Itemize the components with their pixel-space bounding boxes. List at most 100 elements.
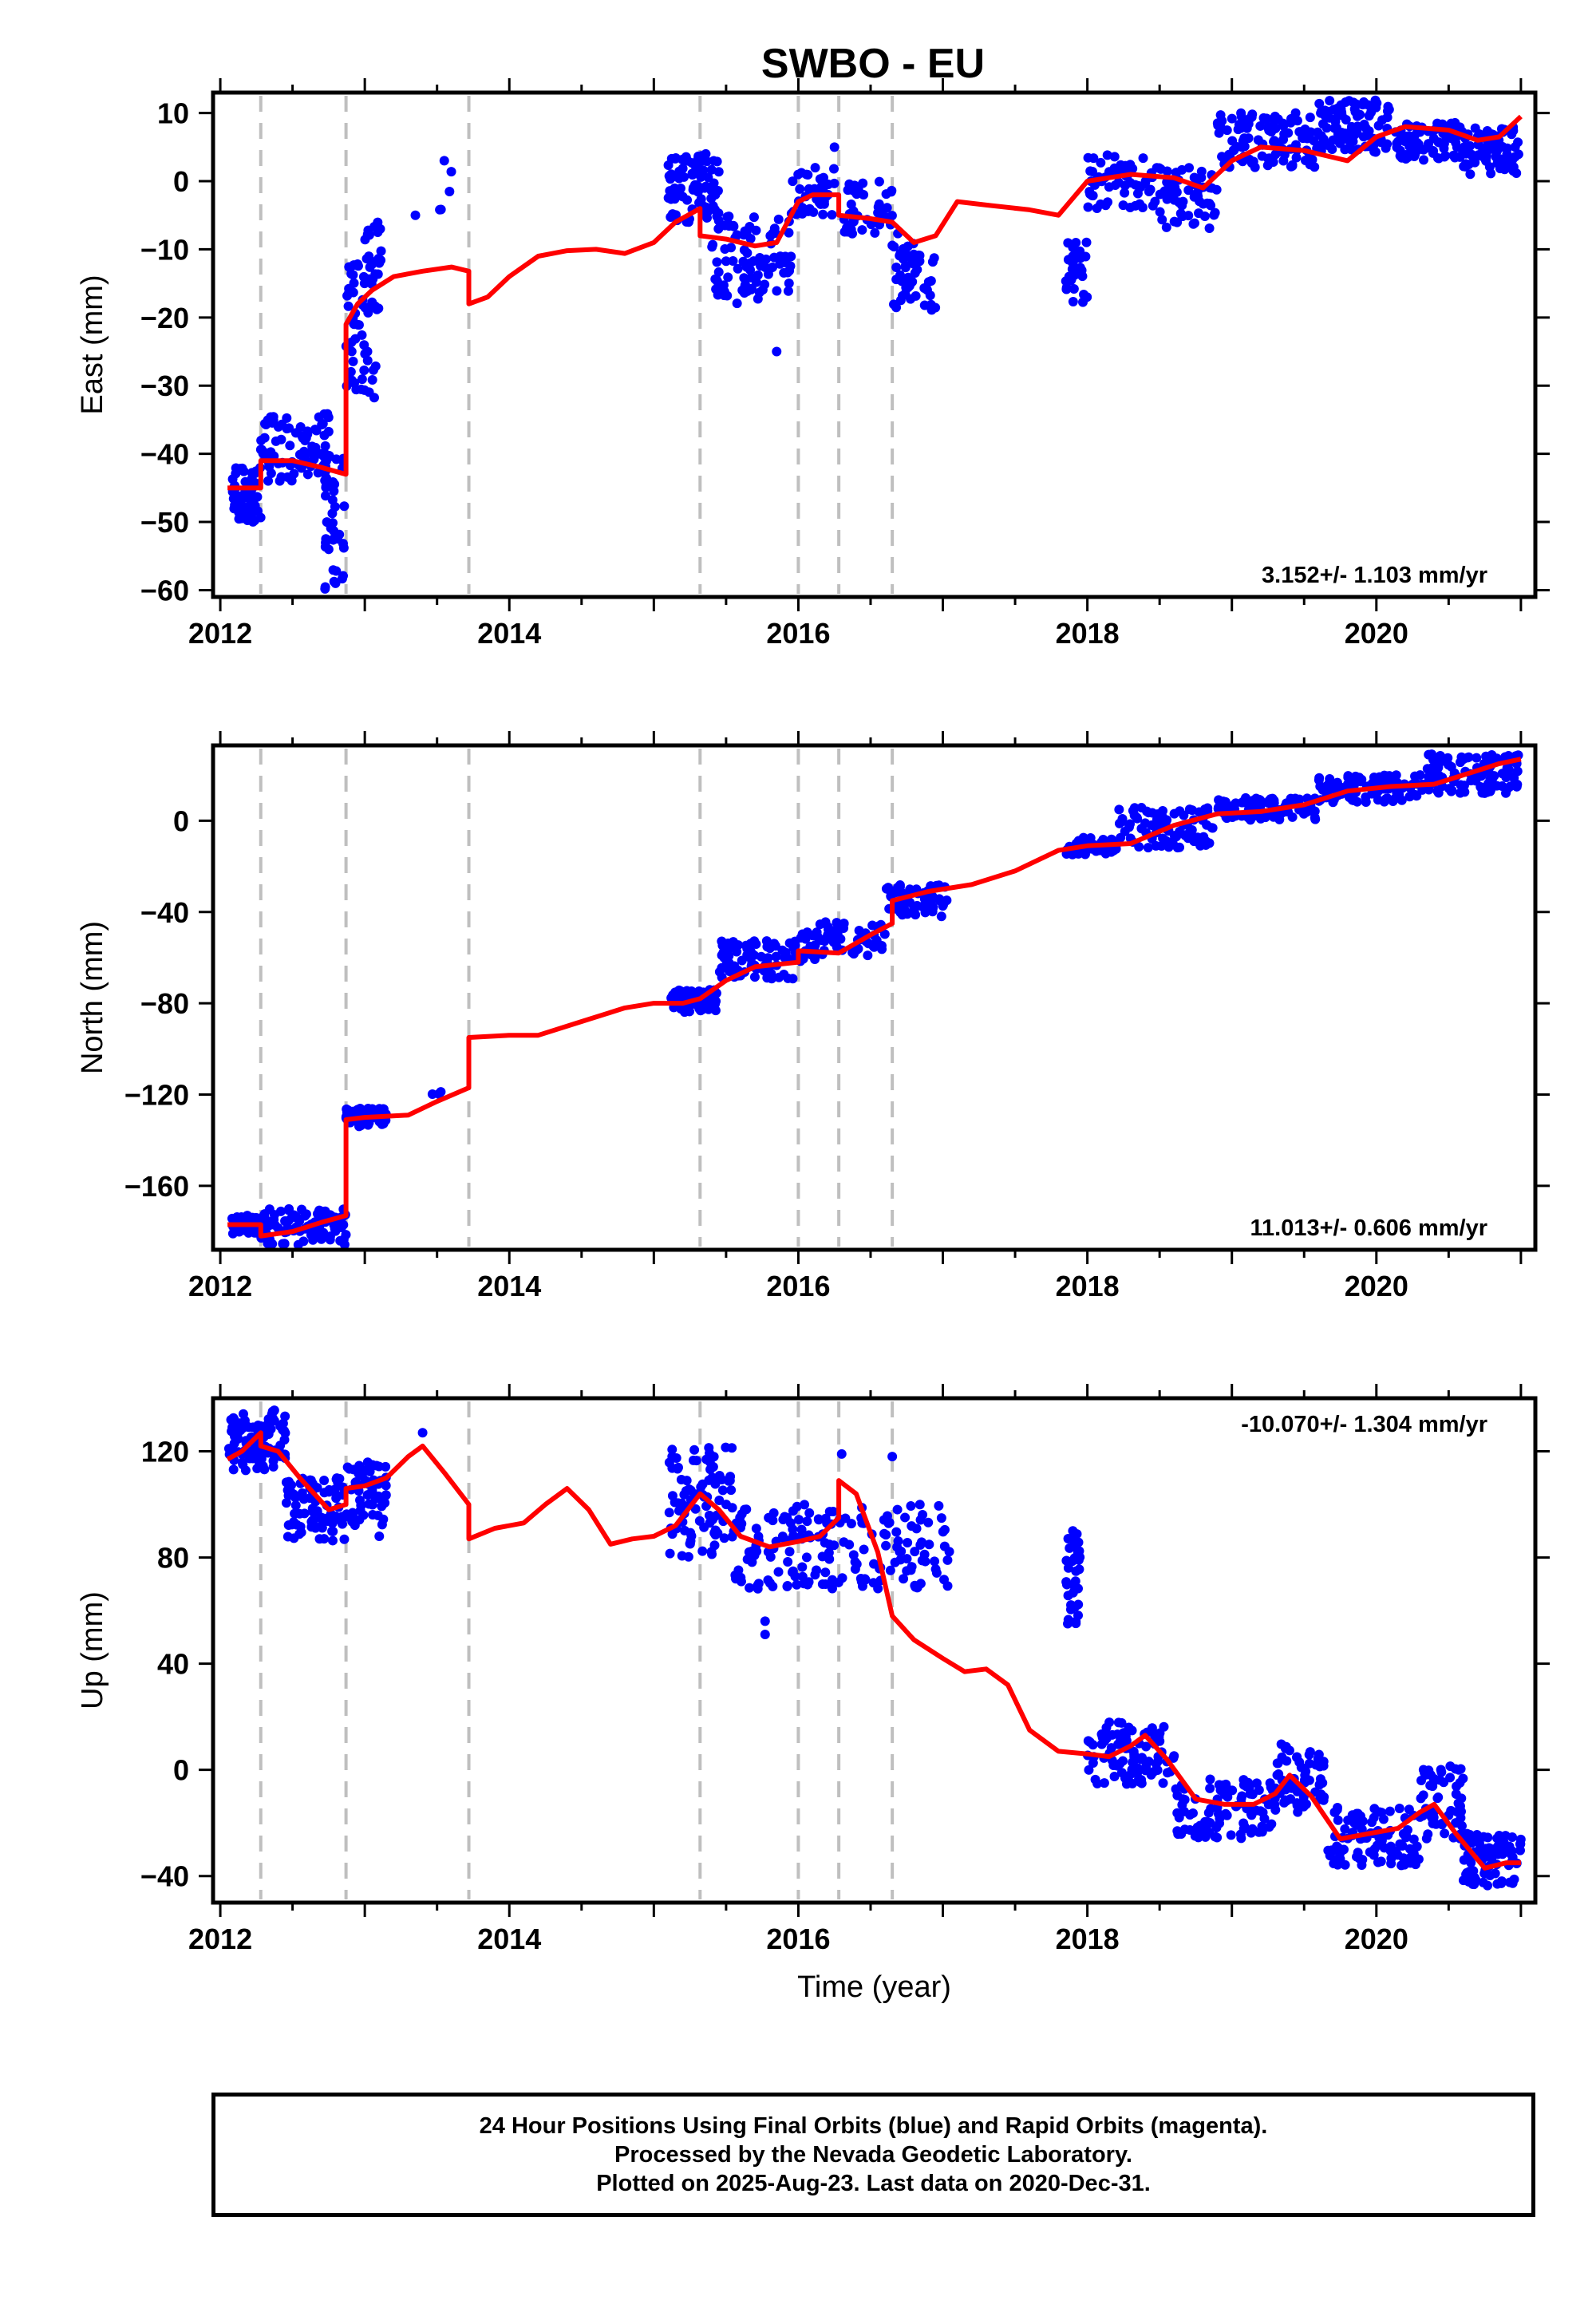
east-data-point — [1486, 168, 1496, 179]
north-data-point — [377, 1119, 387, 1129]
up-data-point — [859, 1574, 870, 1584]
up-data-point — [837, 1573, 847, 1583]
east-data-point — [319, 430, 330, 441]
east-x-tick-label: 2018 — [1056, 617, 1120, 650]
east-data-point — [328, 565, 338, 575]
east-data-point — [846, 200, 856, 210]
east-data-point — [364, 251, 374, 262]
east-data-point — [709, 156, 719, 166]
figure-title: SWBO - EU — [761, 41, 985, 87]
up-data-point — [1393, 1850, 1403, 1860]
north-data-point — [293, 1239, 303, 1250]
east-data-point — [369, 393, 379, 403]
east-data-point — [888, 299, 899, 310]
up-data-point — [1492, 1833, 1503, 1844]
north-y-tick-label: 0 — [173, 804, 189, 837]
east-data-point — [751, 277, 761, 287]
up-data-point — [246, 1446, 256, 1456]
north-data-point — [749, 936, 760, 947]
east-data-point — [350, 334, 361, 344]
north-data-point — [733, 940, 744, 951]
up-data-point — [788, 1566, 798, 1576]
east-data-point — [1162, 166, 1172, 176]
east-data-point — [1133, 180, 1144, 191]
east-data-point — [1325, 96, 1335, 106]
east-data-point — [373, 269, 383, 279]
east-data-point — [843, 185, 853, 196]
east-data-point — [243, 515, 253, 525]
east-data-point — [1266, 127, 1277, 137]
up-data-point — [859, 1544, 869, 1555]
east-data-point — [712, 257, 722, 267]
east-data-point — [1377, 115, 1388, 125]
north-data-point — [436, 1087, 446, 1097]
east-data-point — [1344, 96, 1354, 106]
up-data-point — [1109, 1771, 1120, 1781]
north-data-point — [938, 901, 948, 911]
up-data-point — [291, 1520, 302, 1530]
east-data-point — [773, 214, 784, 224]
up-data-point — [782, 1581, 792, 1591]
east-frame — [211, 90, 1538, 599]
north-data-point — [286, 1212, 297, 1223]
east-data-point — [321, 482, 331, 492]
up-data-point — [664, 1508, 674, 1518]
east-data-point — [1336, 106, 1346, 117]
east-data-point — [819, 199, 829, 209]
east-data-point — [706, 193, 717, 204]
east-data-point — [929, 253, 939, 263]
north-data-point — [745, 953, 756, 963]
up-data-point — [1318, 1761, 1329, 1771]
east-data-point — [1353, 121, 1363, 132]
up-data-point — [1140, 1765, 1151, 1776]
up-data-point — [717, 1485, 728, 1496]
up-outlier-point — [417, 1428, 428, 1438]
up-data-point — [1507, 1846, 1517, 1856]
east-data-point — [751, 225, 761, 235]
east-data-point — [827, 210, 837, 220]
east-data-point — [363, 225, 373, 235]
east-data-point — [1513, 149, 1523, 160]
up-data-point — [1282, 1756, 1292, 1766]
east-data-point — [1418, 155, 1428, 165]
east-data-point — [227, 474, 238, 484]
north-data-point — [1446, 786, 1456, 796]
east-data-point — [898, 243, 908, 254]
up-data-point — [727, 1443, 737, 1453]
up-data-point — [792, 1579, 802, 1590]
east-data-point — [666, 153, 677, 164]
up-points — [223, 1405, 1526, 1891]
east-data-point — [320, 441, 330, 451]
up-data-point — [780, 1512, 790, 1522]
east-data-point — [1243, 119, 1254, 129]
north-data-point — [1143, 843, 1153, 853]
east-data-point — [1264, 153, 1274, 164]
up-data-point — [1072, 1529, 1082, 1539]
east-data-point — [733, 263, 743, 274]
east-data-point — [1085, 166, 1096, 176]
east-outlier-point — [410, 210, 421, 220]
up-data-point — [344, 1464, 354, 1474]
east-data-point — [1492, 158, 1503, 168]
east-data-point — [763, 269, 773, 279]
up-data-point — [773, 1567, 784, 1577]
east-outlier-point — [772, 346, 782, 357]
north-data-point — [275, 1206, 286, 1216]
north-data-point — [1373, 795, 1383, 805]
east-data-point — [372, 304, 382, 314]
east-data-point — [1497, 141, 1507, 152]
north-data-point — [264, 1204, 275, 1215]
north-data-point — [301, 1209, 311, 1219]
east-data-point — [1384, 105, 1394, 115]
x-axis-label: Time (year) — [797, 1970, 951, 2004]
east-data-point — [1188, 219, 1199, 229]
east-data-point — [1172, 217, 1183, 227]
east-data-point — [1196, 166, 1207, 176]
up-data-point — [244, 1453, 255, 1464]
up-data-point — [828, 1507, 839, 1517]
east-data-point — [740, 226, 750, 236]
east-data-point — [1350, 129, 1361, 140]
east-x-tick-label: 2020 — [1345, 617, 1408, 650]
east-data-point — [739, 273, 749, 283]
up-data-point — [1352, 1852, 1362, 1862]
